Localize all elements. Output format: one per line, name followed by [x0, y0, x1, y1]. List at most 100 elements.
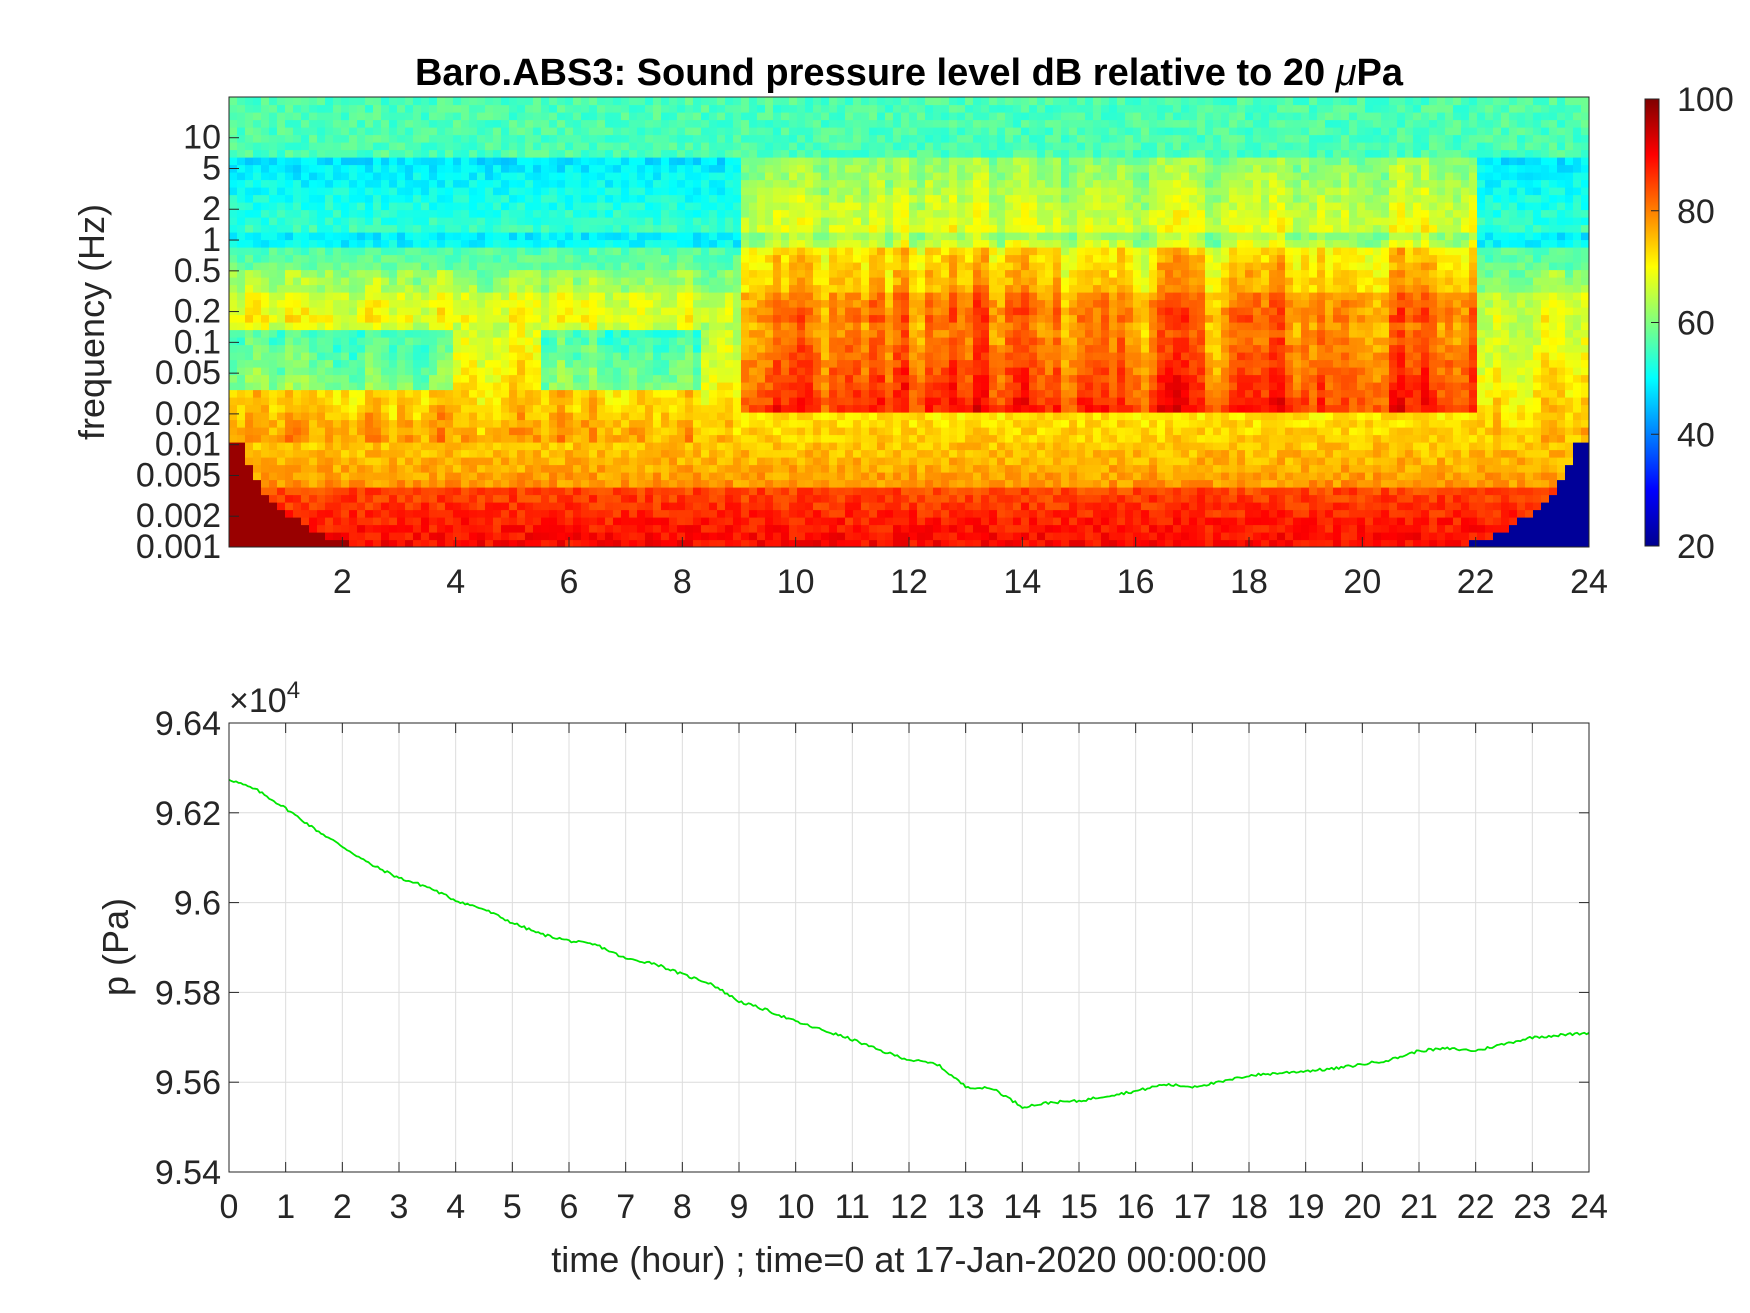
- heatmap-cell: [301, 164, 310, 173]
- heatmap-cell: [781, 179, 790, 188]
- heatmap-cell: [325, 404, 334, 413]
- heatmap-cell: [725, 254, 734, 263]
- heatmap-cell: [325, 164, 334, 173]
- heatmap-cell: [397, 202, 406, 211]
- heatmap-cell: [813, 149, 822, 158]
- heatmap-cell: [549, 337, 558, 346]
- heatmap-cell: [805, 97, 814, 106]
- heatmap-cell: [805, 262, 814, 271]
- heatmap-cell: [301, 367, 310, 376]
- heatmap-cell: [461, 262, 470, 271]
- heatmap-cell: [253, 307, 262, 316]
- heatmap-cell: [629, 367, 638, 376]
- heatmap-cell: [637, 487, 646, 496]
- heatmap-cell: [869, 494, 878, 503]
- heatmap-cell: [357, 427, 366, 436]
- heatmap-cell: [685, 449, 694, 458]
- heatmap-cell: [245, 112, 254, 121]
- heatmap-cell: [773, 374, 782, 383]
- heatmap-cell: [477, 494, 486, 503]
- heatmap-cell: [653, 337, 662, 346]
- heatmap-cell: [469, 434, 478, 443]
- heatmap-cell: [701, 247, 710, 256]
- heatmap-cell: [661, 112, 670, 121]
- heatmap-cell: [245, 164, 254, 173]
- heatmap-cell: [245, 127, 254, 136]
- heatmap-cell: [589, 509, 598, 518]
- heatmap-cell: [637, 254, 646, 263]
- heatmap-cell: [269, 224, 278, 233]
- heatmap-cell: [789, 247, 798, 256]
- heatmap-cell: [677, 104, 686, 113]
- heatmap-cell: [589, 494, 598, 503]
- heatmap-cell: [325, 224, 334, 233]
- heatmap-cell: [477, 269, 486, 278]
- heatmap-cell: [549, 127, 558, 136]
- heatmap-cell: [693, 457, 702, 466]
- heatmap-cell: [525, 247, 534, 256]
- heatmap-cell: [693, 532, 702, 541]
- heatmap-cell: [269, 449, 278, 458]
- heatmap-cell: [333, 502, 342, 511]
- heatmap-cell: [509, 344, 518, 353]
- heatmap-cell: [437, 517, 446, 526]
- heatmap-cell: [245, 449, 254, 458]
- heatmap-cell: [701, 457, 710, 466]
- heatmap-cell: [877, 427, 886, 436]
- heatmap-cell: [445, 389, 454, 398]
- heatmap-cell: [773, 359, 782, 368]
- heatmap-cell: [509, 404, 518, 413]
- heatmap-cell: [613, 359, 622, 368]
- heatmap-cell: [613, 457, 622, 466]
- heatmap-cell: [405, 494, 414, 503]
- heatmap-cell: [253, 284, 262, 293]
- heatmap-cell: [805, 352, 814, 361]
- heatmap-cell: [541, 344, 550, 353]
- heatmap-cell: [869, 367, 878, 376]
- heatmap-cell: [501, 217, 510, 226]
- heatmap-cell: [621, 157, 630, 166]
- heatmap-cell: [869, 419, 878, 428]
- heatmap-cell: [653, 299, 662, 308]
- heatmap-cell: [605, 434, 614, 443]
- heatmap-cell: [757, 539, 766, 547]
- heatmap-cell: [541, 314, 550, 323]
- heatmap-cell: [733, 172, 742, 181]
- heatmap-cell: [829, 269, 838, 278]
- heatmap-cell: [469, 329, 478, 338]
- heatmap-cell: [597, 97, 606, 106]
- heatmap-cell: [765, 412, 774, 421]
- heatmap-cell: [885, 239, 894, 248]
- heatmap-cell: [333, 434, 342, 443]
- heatmap-cell: [741, 397, 750, 406]
- heatmap-cell: [317, 149, 326, 158]
- heatmap-cell: [309, 427, 318, 436]
- heatmap-cell: [389, 374, 398, 383]
- heatmap-cell: [837, 517, 846, 526]
- heatmap-cell: [397, 172, 406, 181]
- heatmap-cell: [773, 367, 782, 376]
- heatmap-cell: [821, 187, 830, 196]
- heatmap-cell: [733, 352, 742, 361]
- heatmap-cell: [293, 202, 302, 211]
- heatmap-cell: [269, 427, 278, 436]
- heatmap-cell: [501, 344, 510, 353]
- heatmap-cell: [445, 239, 454, 248]
- heatmap-cell: [325, 299, 334, 308]
- heatmap-cell: [829, 97, 838, 106]
- heatmap-cell: [597, 464, 606, 473]
- heatmap-cell: [421, 104, 430, 113]
- heatmap-cell: [661, 352, 670, 361]
- heatmap-cell: [309, 404, 318, 413]
- heatmap-cell: [637, 442, 646, 451]
- heatmap-cell: [461, 509, 470, 518]
- heatmap-cell: [293, 329, 302, 338]
- heatmap-cell: [813, 97, 822, 106]
- heatmap-cell: [325, 397, 334, 406]
- heatmap-cell: [525, 194, 534, 203]
- heatmap-cell: [413, 329, 422, 338]
- heatmap-cell: [477, 442, 486, 451]
- heatmap-cell: [717, 494, 726, 503]
- heatmap-cell: [829, 374, 838, 383]
- heatmap-cell: [693, 307, 702, 316]
